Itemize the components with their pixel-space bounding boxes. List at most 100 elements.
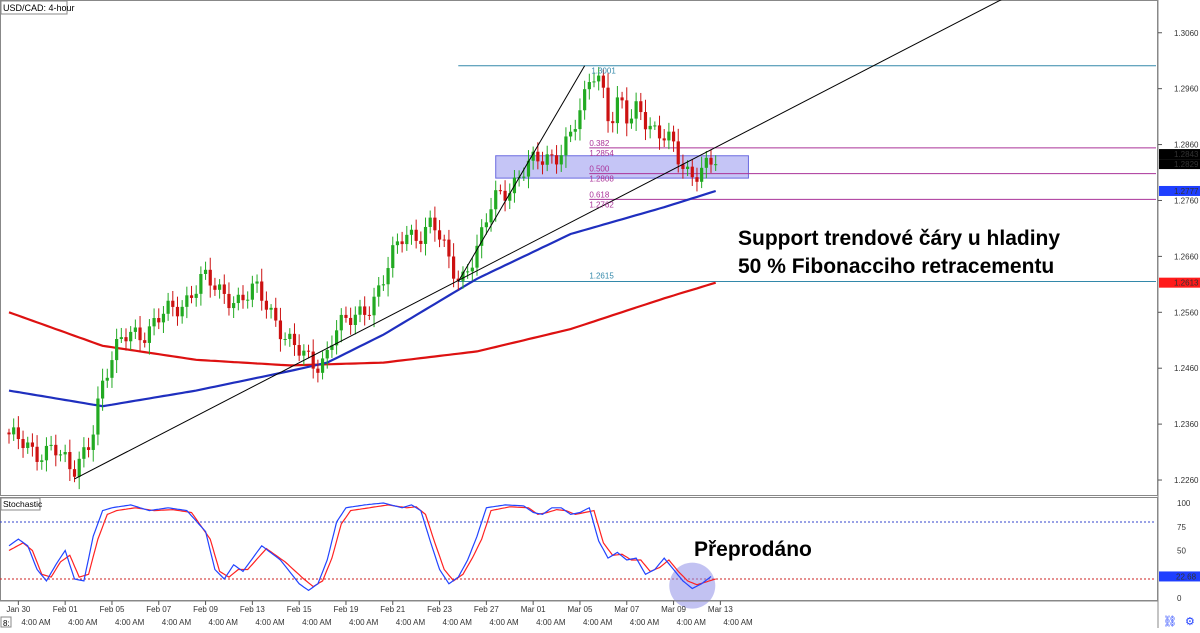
candle-body	[508, 193, 512, 201]
candle-body	[77, 458, 81, 477]
candle-body	[545, 154, 549, 165]
candle-body	[690, 166, 694, 178]
fib-price-label-2: 1.2762	[589, 200, 614, 209]
oversold-label: Přeprodáno	[694, 538, 812, 561]
candle-body	[260, 281, 264, 301]
bottom-left-label: 8:	[3, 619, 10, 628]
x-tick-label: Mar 07	[614, 605, 639, 614]
fib-low-label: 1.2615	[589, 272, 614, 281]
candle-body	[662, 138, 666, 141]
candle-body	[615, 97, 619, 124]
fib-high-label: 1.3001	[591, 67, 616, 76]
candle-body	[522, 176, 526, 178]
candle-body	[363, 306, 367, 315]
candle-body	[283, 338, 287, 340]
stoch-tick-label: 50	[1177, 547, 1186, 556]
candle-body	[634, 101, 638, 119]
candle-body	[264, 300, 268, 310]
candle-body	[606, 87, 610, 122]
candle-body	[232, 303, 236, 309]
x-time-label: 4:00 AM	[396, 618, 426, 627]
candle-body	[124, 337, 128, 342]
candle-body	[400, 241, 404, 245]
candle-body	[456, 278, 460, 281]
y-tick-label: 1.2860	[1174, 141, 1199, 150]
candle-body	[667, 131, 671, 141]
x-tick-label: Feb 09	[193, 605, 218, 614]
candle-body	[208, 269, 212, 286]
candle-body	[704, 157, 708, 168]
candle-body	[105, 377, 109, 381]
candle-body	[367, 314, 371, 316]
candle-body	[676, 141, 680, 165]
candle-body	[250, 283, 254, 300]
candle-body	[381, 284, 385, 286]
candle-body	[26, 442, 30, 449]
chart-title: USD/CAD: 4-hour	[3, 3, 75, 13]
price-badge-2	[1159, 185, 1200, 196]
candle-body	[559, 155, 563, 165]
candle-body	[222, 284, 226, 294]
candle-body	[611, 121, 615, 124]
candle-body	[461, 271, 465, 281]
candle-body	[274, 307, 278, 321]
settings-icon[interactable]: ⚙	[1185, 616, 1195, 628]
x-tick-label: Mar 13	[708, 605, 733, 614]
x-time-label: 4:00 AM	[68, 618, 98, 627]
candle-body	[54, 444, 58, 456]
candle-body	[129, 331, 133, 342]
candle-body	[578, 110, 582, 130]
candle-body	[358, 306, 362, 315]
candle-body	[700, 167, 704, 182]
candle-body	[72, 469, 77, 477]
x-time-label: 4:00 AM	[536, 618, 566, 627]
x-time-label: 4:00 AM	[677, 618, 707, 627]
candle-body	[44, 445, 49, 461]
link-icon[interactable]: ⛓	[1163, 615, 1177, 628]
indicator-title-box	[0, 497, 41, 511]
candle-body	[349, 317, 353, 325]
candle-body	[311, 351, 315, 369]
price-badge-0	[1159, 149, 1200, 160]
title-box	[0, 0, 68, 15]
candle-body	[620, 97, 624, 101]
candle-body	[269, 307, 273, 310]
sma-fast-line	[8, 189, 717, 408]
candle-body	[372, 296, 376, 316]
stoch-badge-label: 22.68	[1176, 572, 1197, 581]
candle-body	[569, 131, 573, 137]
fib-price-label-1: 1.2808	[589, 175, 614, 184]
x-tick-label: Feb 21	[380, 605, 405, 614]
candle-body	[625, 100, 629, 124]
candle-body	[405, 234, 409, 245]
candle-body	[189, 295, 194, 298]
candle-body	[246, 299, 250, 301]
fib-ratio-label-1: 0.500	[589, 165, 610, 174]
stoch-tick-label: 75	[1177, 523, 1186, 532]
candle-body	[227, 293, 231, 309]
fib-ratio-label-0: 0.382	[589, 139, 610, 148]
candle-body	[484, 222, 488, 228]
candle-body	[330, 345, 334, 350]
candle-body	[428, 217, 432, 227]
candle-body	[161, 313, 166, 323]
y-tick-label: 1.2360	[1174, 420, 1199, 429]
candle-body	[592, 81, 596, 83]
fib-ratio-label-2: 0.618	[589, 190, 610, 199]
candle-body	[442, 239, 446, 241]
candle-body	[653, 125, 657, 127]
x-tick-label: Feb 07	[146, 605, 171, 614]
candle-body	[498, 190, 502, 192]
x-time-label: 4:00 AM	[255, 618, 285, 627]
x-tick-label: Mar 01	[521, 605, 546, 614]
x-time-label: 4:00 AM	[489, 618, 519, 627]
candle-body	[147, 326, 151, 343]
candle-body	[409, 229, 414, 235]
price-badge-label-2: 1.2777	[1174, 187, 1199, 196]
candle-body	[325, 349, 329, 359]
indicator-title: Stochastic	[3, 499, 43, 509]
candle-body	[395, 241, 400, 246]
x-tick-label: Feb 23	[427, 605, 452, 614]
